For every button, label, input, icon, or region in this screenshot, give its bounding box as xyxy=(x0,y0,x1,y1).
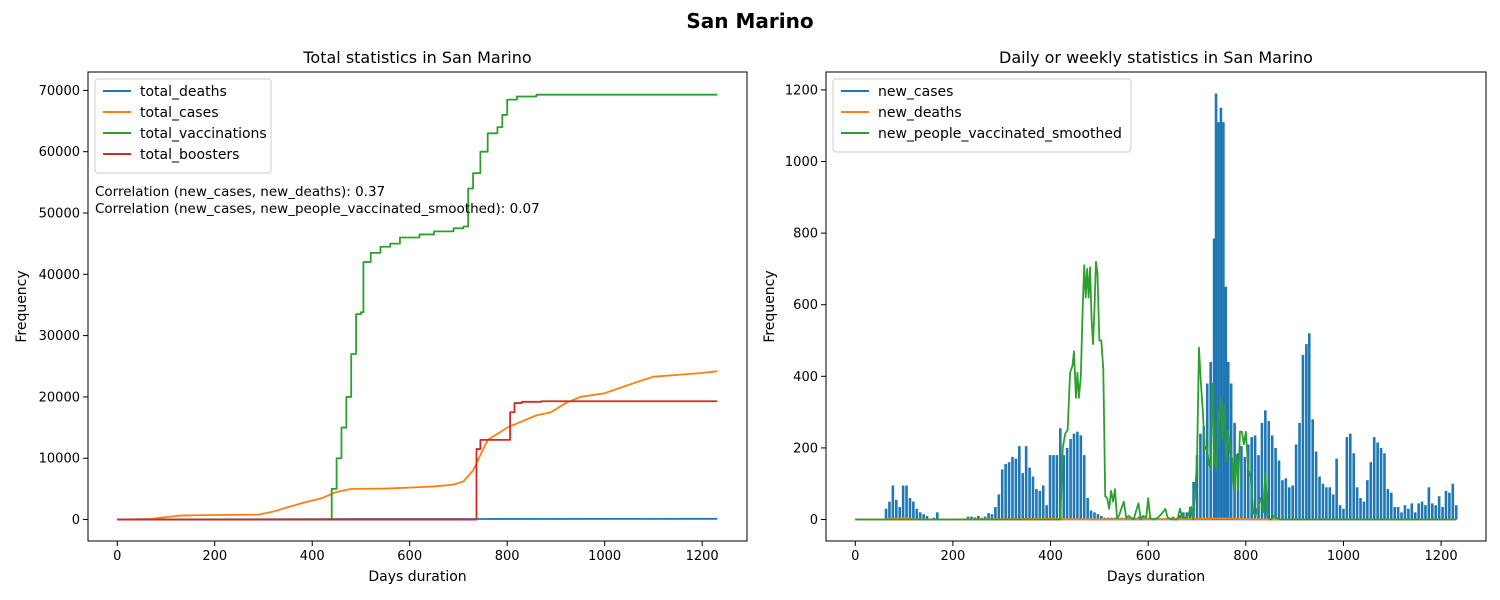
figure-title: San Marino xyxy=(686,9,813,33)
chart2-x-tick-label: 200 xyxy=(941,549,966,564)
chart1-legend-entry: total_vaccinations xyxy=(140,126,267,142)
chart1-title: Total statistics in San Marino xyxy=(302,48,531,67)
chart2-y-axis-label: Frequency xyxy=(762,270,778,342)
chart2-x-tick-label: 1000 xyxy=(1327,549,1360,564)
chart2-x-tick-label: 0 xyxy=(851,549,859,564)
chart2-series-new-cases xyxy=(855,93,1458,521)
chart2-x-tick-label: 600 xyxy=(1136,549,1161,564)
chart1-y-tick-label: 0 xyxy=(72,513,80,528)
daily-statistics-chart: Daily or weekly statistics in San Marino… xyxy=(762,48,1487,585)
chart1-legend: total_deaths total_cases total_vaccination… xyxy=(94,78,272,174)
chart1-y-tick-label: 30000 xyxy=(39,329,80,344)
chart1-legend-entry: total_deaths xyxy=(140,84,227,100)
chart1-y-tick-label: 70000 xyxy=(39,84,80,99)
chart2-legend-box xyxy=(832,78,1132,153)
chart1-y-tick-label: 40000 xyxy=(39,268,80,283)
chart2-axes-frame xyxy=(825,71,1487,542)
chart1-legend-entry: total_boosters xyxy=(140,147,239,163)
chart2-y-tick-label: 1200 xyxy=(785,83,818,98)
chart2-y-tick-label: 1000 xyxy=(785,155,818,170)
chart1-series-total-vaccinations xyxy=(117,93,718,521)
chart1-x-tick-label: 1200 xyxy=(686,549,719,564)
chart1-legend-entry: total_cases xyxy=(140,105,219,121)
chart1-legend-box xyxy=(94,78,272,174)
chart1-x-tick-label: 800 xyxy=(495,549,520,564)
chart1-series-group xyxy=(117,93,718,521)
chart1-correlation-annotation: Correlation (new_cases, new_deaths): 0.3… xyxy=(95,184,385,200)
chart1-y-tick-label: 50000 xyxy=(39,207,80,222)
chart2-x-tick-label: 800 xyxy=(1233,549,1258,564)
chart2-x-axis-label: Days duration xyxy=(1107,569,1205,585)
chart1-x-tick-label: 1000 xyxy=(588,549,621,564)
chart1-series-total-cases xyxy=(117,370,718,521)
chart1-series-total-boosters xyxy=(117,400,718,521)
chart1-correlation-annotation: Correlation (new_cases, new_people_vacci… xyxy=(95,201,540,217)
chart1-axes-frame xyxy=(87,71,748,542)
chart1-y-tick-label: 10000 xyxy=(39,452,80,467)
chart1-y-axis-label: Frequency xyxy=(14,270,30,342)
chart2-legend-entry: new_cases xyxy=(878,84,953,100)
chart2-y-tick-label: 400 xyxy=(793,370,818,385)
chart2-legend-entry: new_people_vaccinated_smoothed xyxy=(878,126,1122,142)
chart1-y-tick-label: 20000 xyxy=(39,390,80,405)
chart1-x-tick-label: 0 xyxy=(113,549,121,564)
chart1-x-tick-label: 200 xyxy=(202,549,227,564)
chart2-x-tick-label: 400 xyxy=(1038,549,1063,564)
chart1-x-tick-label: 600 xyxy=(397,549,422,564)
chart2-y-tick-label: 800 xyxy=(793,227,818,242)
chart2-series-new-people-vaccinated-smoothed xyxy=(855,260,1457,521)
chart2-title: Daily or weekly statistics in San Marino xyxy=(999,48,1313,67)
chart2-y-tick-label: 600 xyxy=(793,298,818,313)
chart2-legend: new_cases new_deaths new_people_vaccinated… xyxy=(832,78,1132,153)
chart2-series-group xyxy=(855,93,1458,521)
chart2-y-tick-label: 0 xyxy=(810,513,818,528)
chart2-y-tick-label: 200 xyxy=(793,441,818,456)
chart2-x-tick-label: 1200 xyxy=(1425,549,1458,564)
total-statistics-chart: Total statistics in San Marino 0 200 400 600… xyxy=(14,48,748,585)
chart2-legend-entry: new_deaths xyxy=(878,105,962,121)
chart1-y-tick-label: 60000 xyxy=(39,145,80,160)
chart1-x-tick-label: 400 xyxy=(300,549,325,564)
chart1-x-axis-label: Days duration xyxy=(368,569,466,585)
